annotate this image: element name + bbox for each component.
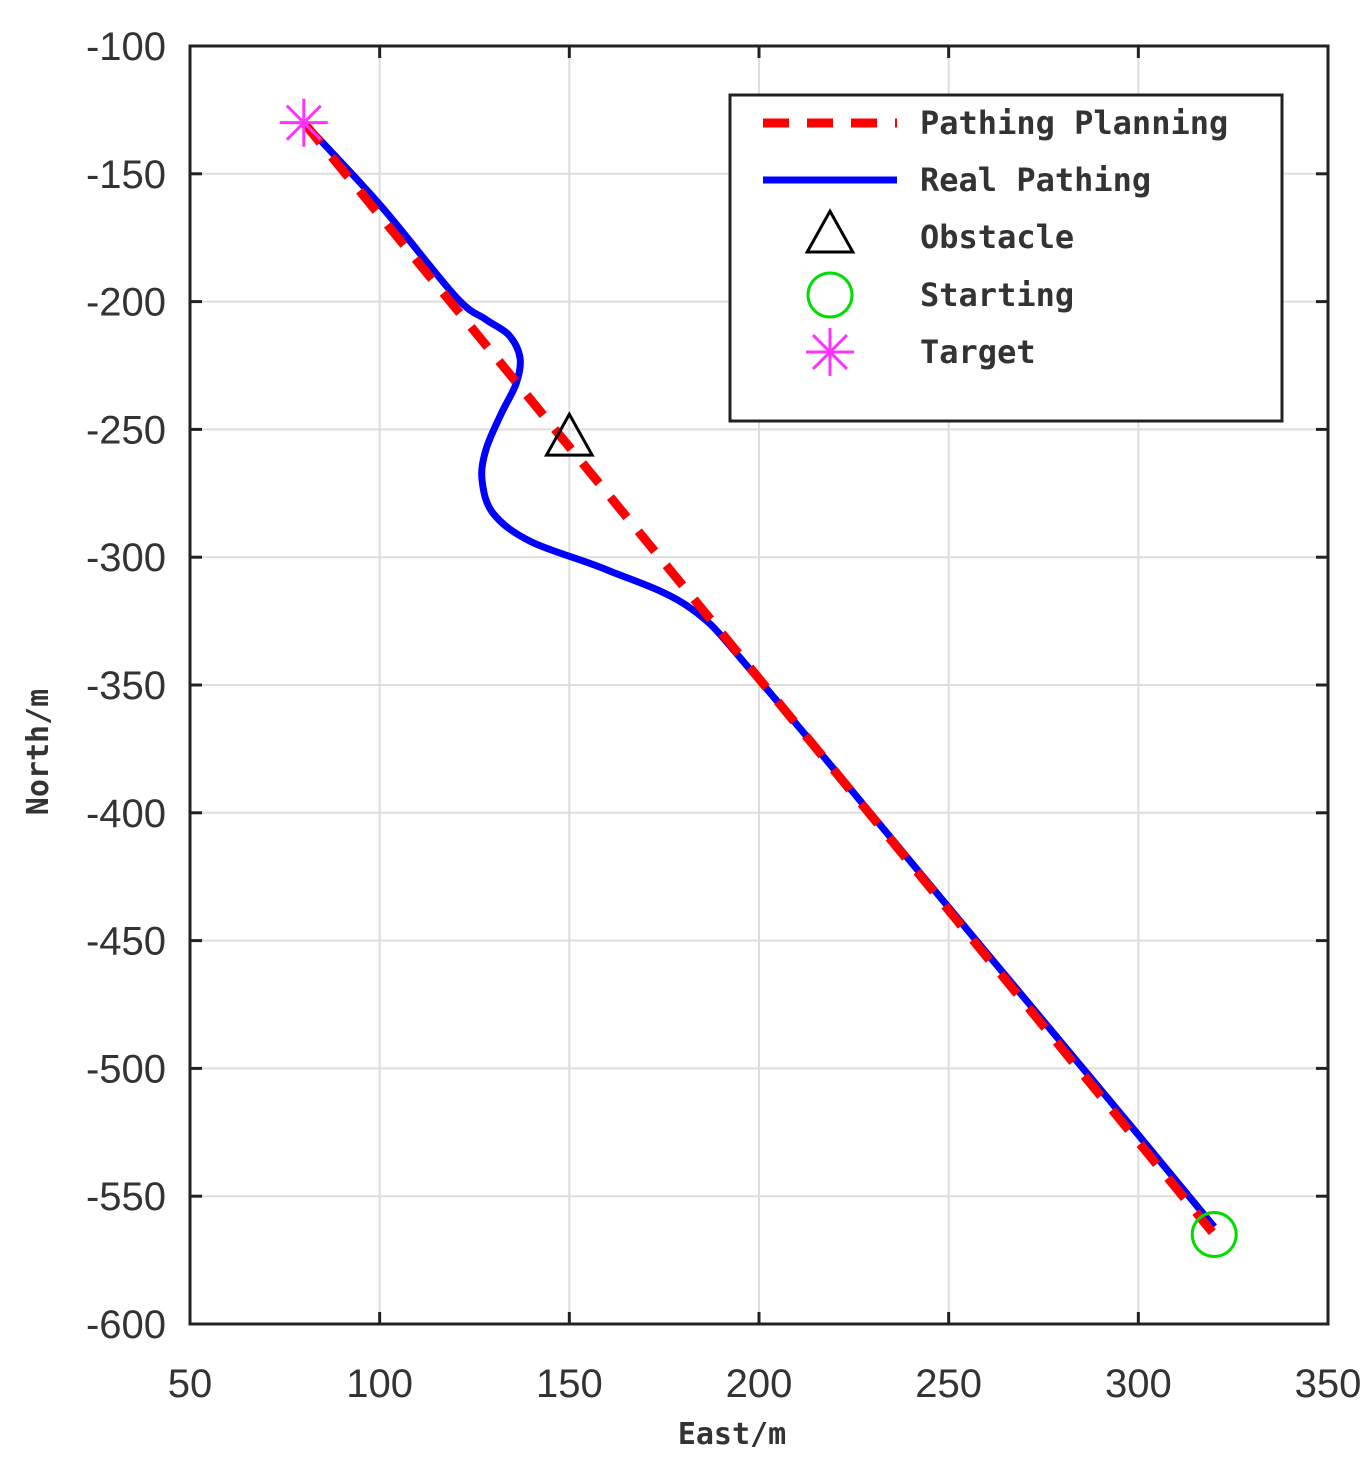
x-tick-label: 350	[1295, 1362, 1362, 1406]
y-tick-label: -150	[86, 153, 166, 197]
marker-starting	[1190, 1211, 1238, 1259]
y-tick-label: -200	[86, 281, 166, 325]
x-tick-label: 100	[346, 1362, 413, 1406]
y-tick-label: -300	[86, 536, 166, 580]
legend-marker	[806, 271, 854, 319]
marker-layer	[279, 98, 1238, 1259]
y-tick-label: -250	[86, 408, 166, 452]
y-axis-label: North/m	[21, 689, 56, 815]
marker-target-ray	[285, 104, 322, 141]
legend-item-starting: Starting	[806, 271, 1074, 319]
legend-label: Target	[920, 333, 1036, 371]
marker-obstacle-shape	[543, 411, 595, 457]
legend-item-target: Target	[806, 328, 1036, 376]
x-tick-label: 300	[1105, 1362, 1172, 1406]
x-axis-label: East/m	[678, 1417, 786, 1452]
y-tick-label: -550	[86, 1175, 166, 1219]
legend-label: Starting	[920, 276, 1074, 314]
legend-item-real-pathing: Real Pathing	[763, 161, 1151, 199]
y-tick-label: -100	[86, 25, 166, 69]
legend-item-pathing-planning: Pathing Planning	[763, 104, 1228, 142]
marker-obstacle	[543, 411, 595, 457]
tick-marks	[188, 44, 1330, 1326]
marker-starting-shape	[1190, 1211, 1238, 1259]
x-tick-label: 150	[536, 1362, 603, 1406]
legend-marker-shape	[806, 271, 854, 319]
y-tick-label: -600	[86, 1303, 166, 1347]
legend-label: Real Pathing	[920, 161, 1151, 199]
series-line-pathing-planning	[300, 119, 1218, 1238]
y-tick-label: -450	[86, 920, 166, 964]
y-tick-labels: -100 -150 -200 -250 -300 -350 -400 -450 -500 -550…	[86, 25, 166, 1347]
legend-marker	[806, 328, 854, 376]
x-tick-label: 50	[168, 1362, 213, 1406]
legend-label: Pathing Planning	[920, 104, 1228, 142]
x-tick-label: 250	[915, 1362, 982, 1406]
series-layer	[300, 119, 1218, 1238]
x-tick-label: 200	[726, 1362, 793, 1406]
y-tick-label: -350	[86, 664, 166, 708]
y-tick-label: -500	[86, 1047, 166, 1091]
series-line-real-pathing	[301, 120, 1217, 1230]
legend: Pathing Planning Real Pathing Obstacle Star…	[728, 93, 1284, 423]
legend-box	[728, 93, 1284, 423]
legend-marker-ray	[811, 333, 849, 371]
legend-item-obstacle: Obstacle	[804, 208, 1074, 256]
x-tick-labels: 50 100 150 200 250 300 350	[168, 1362, 1362, 1406]
legend-marker	[804, 208, 856, 254]
y-tick-label: -400	[86, 792, 166, 836]
legend-marker-shape	[804, 208, 856, 254]
marker-target	[279, 98, 328, 147]
legend-label: Obstacle	[920, 218, 1074, 256]
